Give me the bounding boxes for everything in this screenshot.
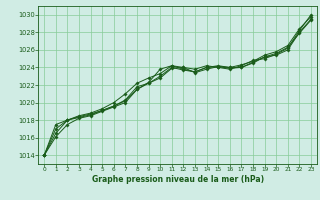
X-axis label: Graphe pression niveau de la mer (hPa): Graphe pression niveau de la mer (hPa) [92, 175, 264, 184]
